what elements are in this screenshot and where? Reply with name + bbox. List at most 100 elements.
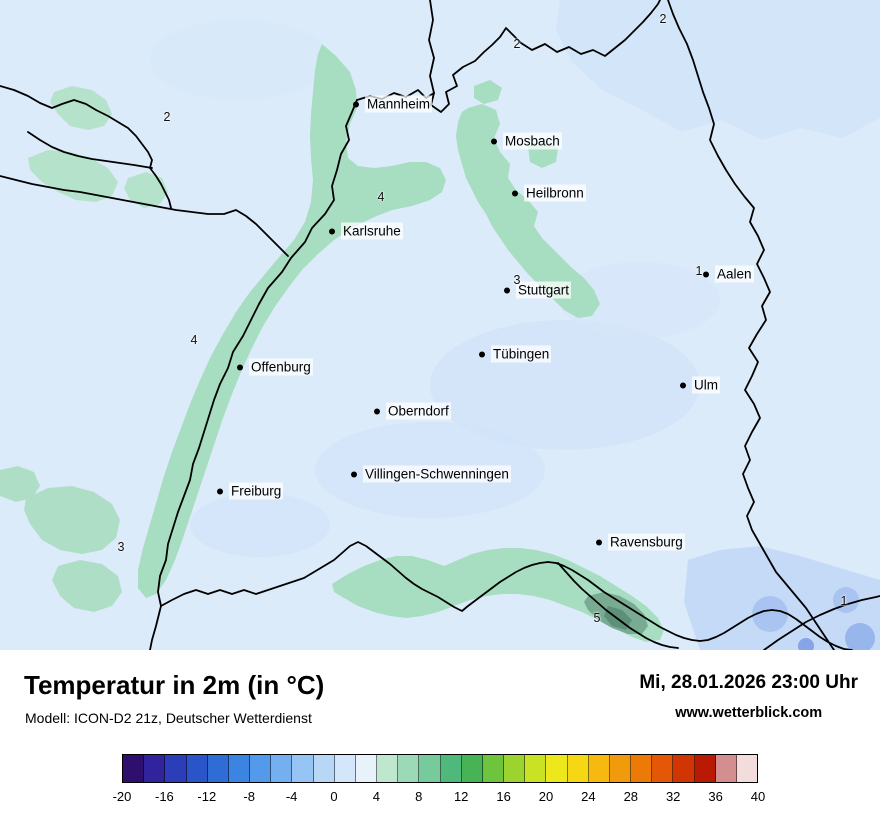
city-marker: Oberndorf xyxy=(374,402,451,420)
colorbar-segment xyxy=(165,755,187,782)
border-south xyxy=(160,541,853,650)
map-svg xyxy=(0,0,880,650)
border-southeast xyxy=(763,595,880,650)
colorbar-segment xyxy=(398,755,420,782)
temp-value-label: 4 xyxy=(377,190,385,204)
colorbar-tick-label: -4 xyxy=(285,789,298,804)
city-marker: Mosbach xyxy=(491,132,562,150)
colorbar-tick-label: -16 xyxy=(154,789,174,804)
temp-value-label: 1 xyxy=(840,594,848,608)
temperature-colorbar: -20 -16 -12 -8 -4 0 4 8 12 16 20 24 28 32 36 40 xyxy=(113,754,766,804)
colorbar-tick-label: 4 xyxy=(372,789,381,804)
city-dot xyxy=(703,271,709,277)
blue-patch xyxy=(150,20,330,100)
colorbar-tick-label: 0 xyxy=(330,789,338,804)
city-dot xyxy=(512,190,518,196)
border-east xyxy=(667,0,835,650)
blue-spot xyxy=(798,638,814,650)
green-patch xyxy=(474,80,502,104)
city-label: Oberndorf xyxy=(386,402,451,420)
colorbar-segment xyxy=(271,755,293,782)
city-dot xyxy=(329,228,335,234)
green-neckar-band xyxy=(456,104,600,318)
city-label: Tübingen xyxy=(491,345,552,363)
city-marker: Heilbronn xyxy=(512,184,586,202)
colorbar-segment xyxy=(355,755,378,782)
city-label: Mosbach xyxy=(503,132,562,150)
colorbar-tick-label: 40 xyxy=(750,789,766,804)
map-title: Temperatur in 2m (in °C) xyxy=(24,670,325,700)
colorbar-segment xyxy=(567,755,589,782)
green-patch xyxy=(50,86,112,130)
colorbar-segment xyxy=(609,755,632,782)
colorbar-segment xyxy=(440,755,462,782)
city-marker: Villingen-Schwenningen xyxy=(351,465,511,483)
colorbar-tick-label: -12 xyxy=(197,789,217,804)
colorbar-ticks: -20 -16 -12 -8 -4 0 4 8 12 16 20 24 28 32 36 40 xyxy=(113,783,766,804)
colorbar-segment xyxy=(377,755,399,782)
city-label: Freiburg xyxy=(229,482,284,500)
model-info: Modell: ICON-D2 21z, Deutscher Wetterdie… xyxy=(25,710,312,726)
colorbar-tick-label: 28 xyxy=(623,789,639,804)
city-label: Ravensburg xyxy=(608,533,685,551)
city-label: Mannheim xyxy=(365,95,433,113)
green-patch xyxy=(52,560,122,612)
city-marker: Freiburg xyxy=(217,482,284,500)
border-north-branch xyxy=(428,0,435,94)
city-label: Heilbronn xyxy=(524,184,586,202)
colorbar-segment xyxy=(292,755,314,782)
blue-spot xyxy=(845,623,875,650)
colorbar-tick-label: 12 xyxy=(453,789,469,804)
colorbar-segments xyxy=(122,754,758,783)
temp-value-label: 4 xyxy=(190,333,198,347)
colorbar-segment xyxy=(715,755,737,782)
colorbar-tick-label: 8 xyxy=(415,789,423,804)
colorbar-segment xyxy=(504,755,526,782)
green-patch xyxy=(28,150,118,202)
city-dot xyxy=(351,471,357,477)
green-lake-band xyxy=(332,548,664,642)
temp-value-label: 2 xyxy=(659,12,667,26)
colorbar-segment xyxy=(736,755,758,782)
green-areas xyxy=(0,44,664,642)
city-layer: Mannheim Mosbach Heilbronn Karlsruhe Stuttga… xyxy=(217,95,754,551)
colorbar-tick-label: 20 xyxy=(538,789,554,804)
city-marker: Ravensburg xyxy=(596,533,685,551)
city-dot xyxy=(217,488,223,494)
colorbar-segment xyxy=(207,755,229,782)
city-marker: Aalen xyxy=(703,265,754,283)
footer-right: Mi, 28.01.2026 23:00 Uhr www.wetterblick… xyxy=(639,672,858,721)
colorbar-tick-label: 24 xyxy=(581,789,596,804)
green-rhine-valley xyxy=(138,44,446,598)
colorbar-segment xyxy=(123,755,145,782)
city-dot xyxy=(504,287,510,293)
colorbar-segment xyxy=(525,755,547,782)
colorbar-segment xyxy=(631,755,653,782)
city-marker: Tübingen xyxy=(479,345,552,363)
colorbar-segment xyxy=(250,755,272,782)
colorbar-segment xyxy=(673,755,695,782)
city-label: Aalen xyxy=(715,265,754,283)
city-dot xyxy=(596,539,602,545)
colorbar-tick-label: 36 xyxy=(708,789,723,804)
temp-layer: 2 2 2 4 3 1 4 3 5 1 xyxy=(118,12,848,625)
colorbar-segment xyxy=(482,755,505,782)
colorbar-segment xyxy=(461,755,483,782)
blue-areas xyxy=(150,0,880,650)
blue-patch xyxy=(556,0,880,140)
city-label: Karlsruhe xyxy=(341,222,403,240)
border-rhine-west xyxy=(149,99,358,650)
city-label: Offenburg xyxy=(249,358,313,376)
colorbar-tick-label: 16 xyxy=(496,789,511,804)
border-lines xyxy=(0,0,880,650)
blue-patch xyxy=(560,262,720,338)
border-northwest-3 xyxy=(27,131,153,169)
colorbar-segment xyxy=(588,755,610,782)
city-label: Ulm xyxy=(692,376,720,394)
colorbar-segment xyxy=(546,755,568,782)
temp-value-label: 5 xyxy=(593,611,601,625)
city-dot xyxy=(491,138,497,144)
colorbar-segment xyxy=(694,755,716,782)
city-dot xyxy=(479,351,485,357)
colorbar-segment xyxy=(652,755,674,782)
